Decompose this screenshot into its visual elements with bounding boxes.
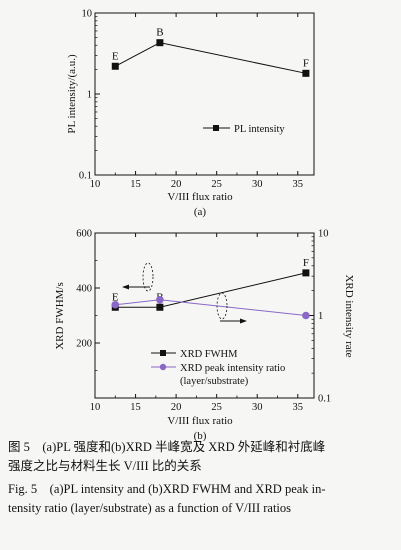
data-point-pl [156, 39, 164, 47]
x-tick-label: 15 [130, 402, 141, 413]
x-tick-label: 25 [211, 179, 222, 190]
chart-a-xlabel: V/III flux ratio [167, 191, 233, 203]
data-point-ratio [156, 295, 164, 304]
chart-b-xlabel: V/III flux ratio [167, 415, 233, 427]
point-label: F [303, 57, 309, 69]
data-point-pl [302, 69, 310, 77]
chart-a: 10 15 20 25 30 35 0.1 1 10 E B F V/III flux ratio… [66, 9, 315, 218]
legend-label-fwhm: XRD FWHM [180, 349, 238, 360]
y-tick-label: 1 [318, 311, 323, 322]
x-tick-label: 20 [171, 402, 182, 413]
y-tick-label: 0.1 [79, 171, 92, 182]
chart-b-legend: XRD FWHM XRD peak intensity ratio (layer… [151, 349, 285, 387]
x-tick-label: 35 [293, 402, 304, 413]
legend-label-ratio-2: (layer/substrate) [180, 376, 249, 387]
legend-marker-ratio [159, 363, 167, 371]
data-point-fwhm [156, 303, 164, 311]
y-tick-label: 200 [76, 339, 92, 350]
legend-label-pl: PL intensity [234, 124, 285, 135]
x-tick-label: 30 [252, 402, 263, 413]
left-axis-indicator [122, 262, 154, 292]
point-label: E [112, 50, 119, 62]
legend-marker [213, 125, 219, 131]
y-tick-label: 10 [318, 229, 329, 240]
caption-en-line1: Fig. 5 (a)PL intensity and (b)XRD FWHM a… [8, 482, 326, 496]
caption-en-line2: tensity ratio (layer/substrate) as a fun… [8, 501, 292, 515]
point-label: B [156, 27, 163, 39]
series-line-fwhm [115, 272, 307, 308]
x-tick-label: 30 [252, 179, 263, 190]
x-tick-label: 20 [171, 179, 182, 190]
data-point-ratio [302, 311, 310, 320]
caption-chinese: 图 5 (a)PL 强度和(b)XRD 半峰宽及 XRD 外延峰和衬底峰 强度之… [8, 438, 394, 476]
point-label: F [303, 257, 309, 269]
y-tick-label: 0.1 [318, 394, 331, 405]
right-axis-indicator [216, 292, 247, 324]
caption-zh-line2: 强度之比与材料生长 V/III 比的关系 [8, 459, 202, 473]
legend-marker-fwhm [160, 350, 166, 356]
legend-label-ratio: XRD peak intensity ratio [180, 363, 285, 374]
y-tick-label: 400 [76, 284, 92, 295]
series-line-pl [115, 42, 306, 74]
y-tick-label: 10 [82, 9, 93, 20]
chart-a-panel-label: (a) [194, 206, 207, 218]
x-tick-label: 10 [90, 402, 101, 413]
x-tick-label: 10 [90, 179, 101, 190]
x-tick-label: 25 [211, 402, 222, 413]
caption-zh-line1: 图 5 (a)PL 强度和(b)XRD 半峰宽及 XRD 外延峰和衬底峰 [8, 440, 326, 454]
y-tick-label: 600 [76, 229, 92, 240]
data-point-ratio [111, 300, 120, 309]
y-tick-label: 1 [87, 90, 92, 101]
data-point-pl [111, 62, 119, 70]
x-tick-label: 35 [293, 179, 304, 190]
chart-b-y2label: XRD intensity rate [343, 274, 355, 357]
point-label: E [112, 291, 119, 303]
chart-a-legend: PL intensity [203, 124, 285, 135]
chart-b-ylabel: XRD FWHM/s [54, 282, 66, 350]
x-tick-label: 15 [130, 179, 141, 190]
caption-english: Fig. 5 (a)PL intensity and (b)XRD FWHM a… [8, 480, 394, 518]
chart-a-frame [94, 12, 315, 176]
chart-a-ylabel: PL intensity/(a.u.) [66, 54, 78, 134]
data-point-fwhm [302, 269, 310, 277]
chart-b-panel-label: (b) [194, 430, 207, 442]
